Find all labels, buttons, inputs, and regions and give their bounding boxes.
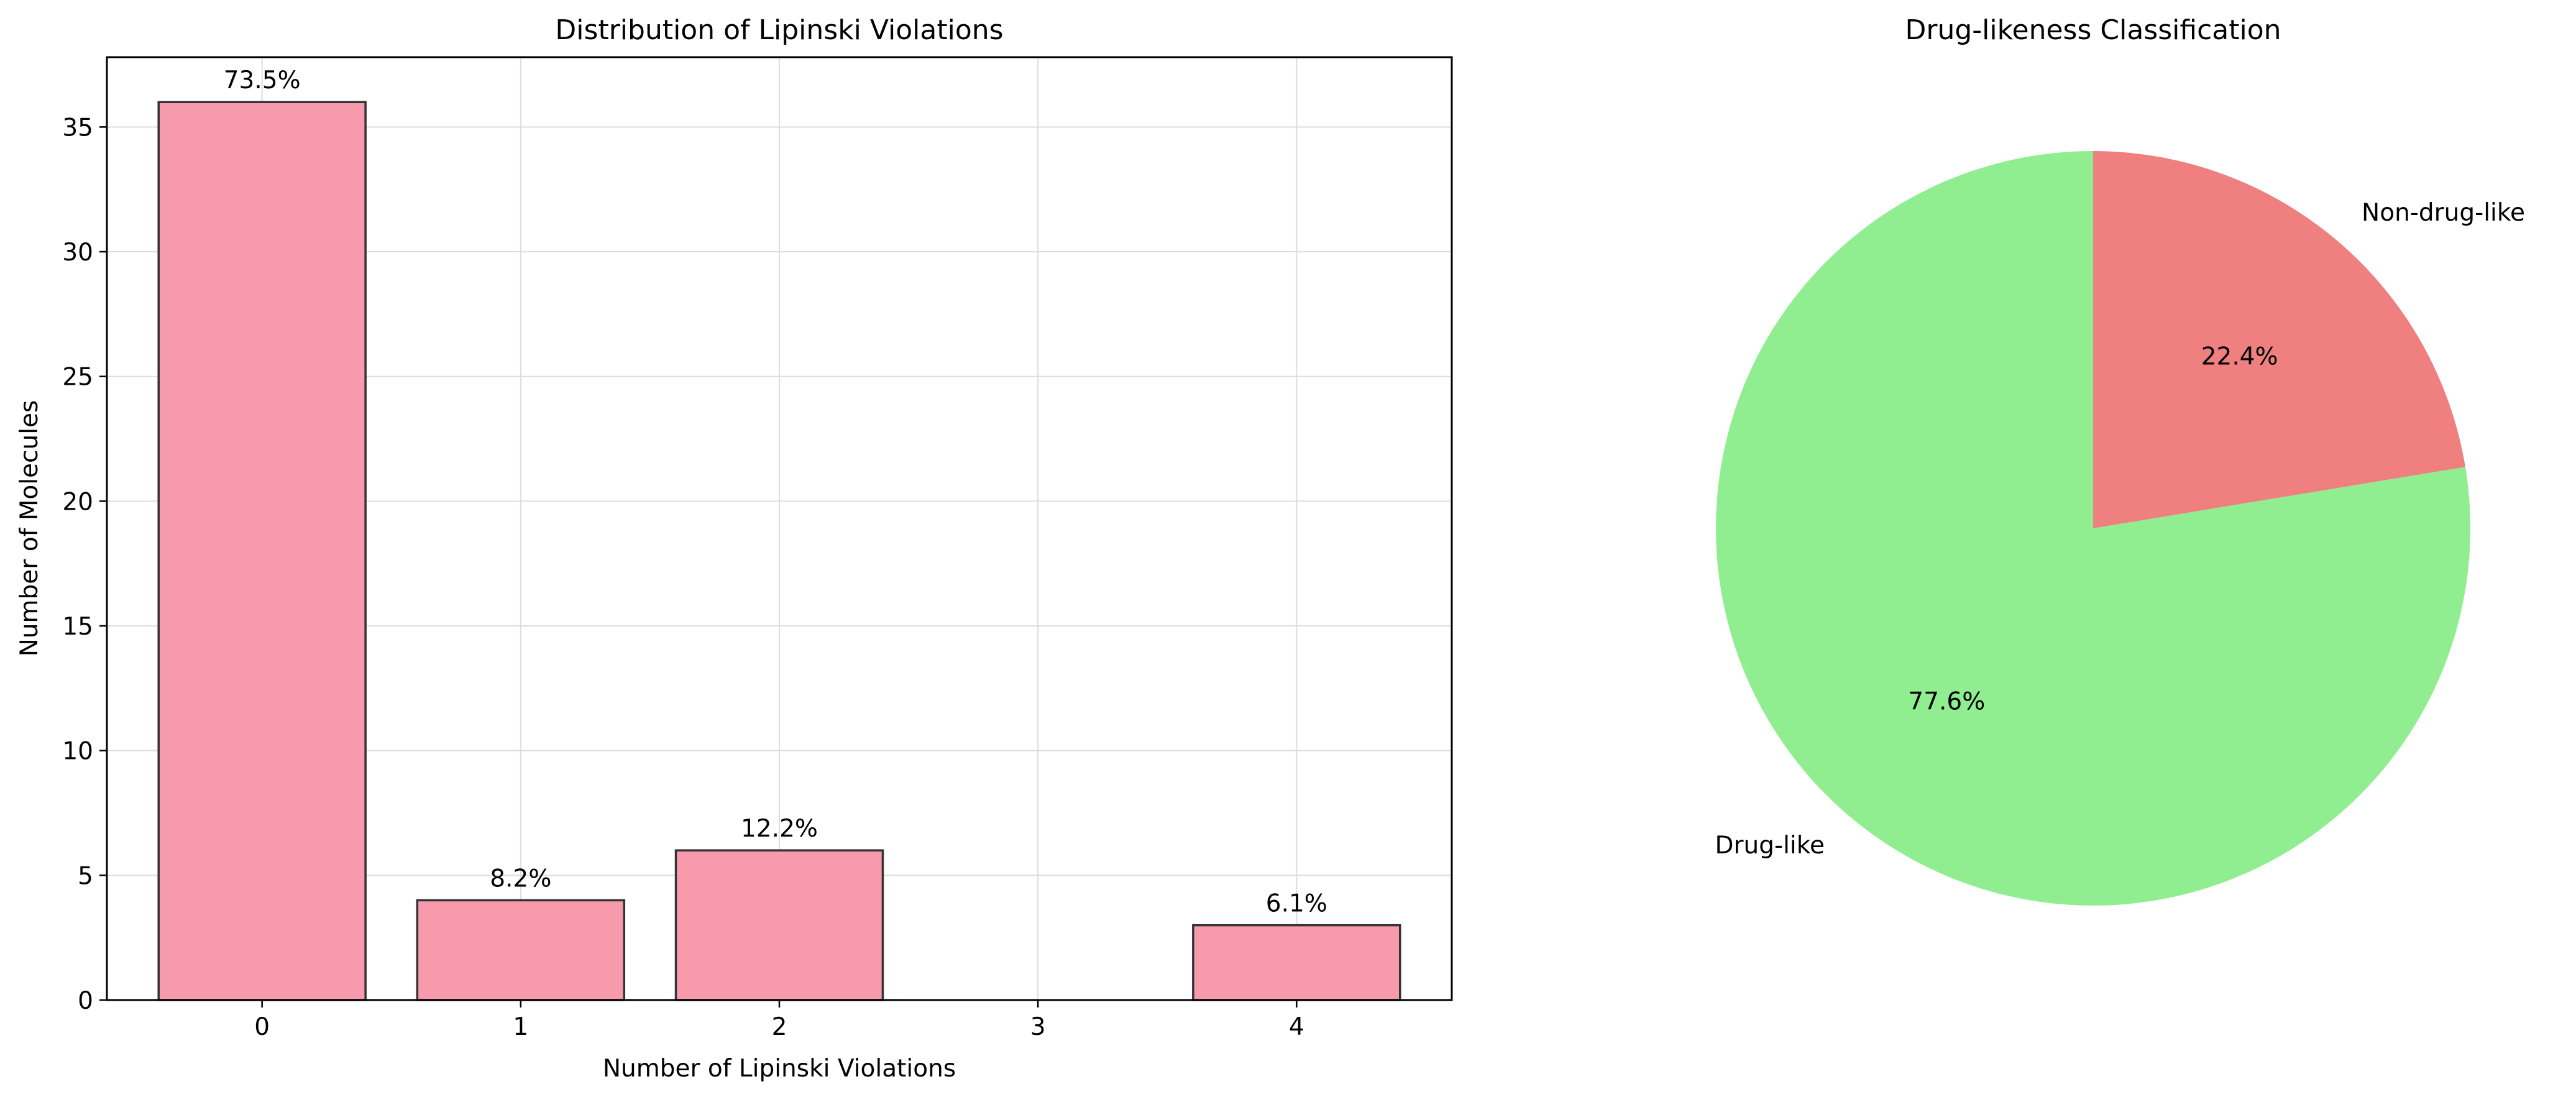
pie-slice-drug-like [1716, 151, 2471, 906]
bar-chart-bar [157, 101, 367, 1001]
pie-slice-non-drug-like [2093, 151, 2465, 528]
bar-chart-x-tick-label: 0 [254, 1013, 270, 1041]
bar-chart-bar [674, 849, 884, 1001]
bar-chart-y-tick-label: 35 [62, 114, 93, 142]
bar-chart-title: Distribution of Lipinski Violations [555, 14, 1003, 46]
bar-chart-bar [1192, 924, 1401, 1001]
pie-chart-labels: 77.6% Drug-like 22.4% Non-drug-like [1715, 199, 2525, 860]
bar-chart-y-tick-label: 30 [62, 239, 93, 267]
bar-chart-y-tick-label: 20 [62, 488, 93, 516]
bar-chart-bar-label: 12.2% [741, 815, 818, 843]
bar-chart-x-axis-label: Number of Lipinski Violations [603, 1055, 956, 1083]
bar-chart-x-tick-label: 4 [1289, 1013, 1304, 1041]
bar-chart-bars: 73.5% 8.2% 12.2% 6.1% [157, 67, 1401, 1001]
bar-chart-y-tick-label: 10 [62, 738, 93, 766]
pie-chart-title: Drug-likeness Classification [1905, 14, 2281, 46]
bar-chart: Distribution of Lipinski Violations 73.5… [16, 14, 1453, 1083]
pie-slice-percent: 22.4% [2201, 342, 2278, 370]
bar-chart-bar [416, 899, 626, 1001]
bar-chart-x-tick-label: 3 [1030, 1013, 1046, 1041]
pie-slice-label: Non-drug-like [2362, 199, 2525, 227]
bar-chart-x-ticks: 0 1 2 3 4 [254, 1000, 1304, 1041]
bar-chart-y-tick-label: 25 [62, 364, 93, 392]
pie-chart-slices [1716, 151, 2471, 906]
pie-chart: Drug-likeness Classification 77.6% Drug-l… [1715, 14, 2525, 906]
bar-chart-bar-label: 6.1% [1266, 890, 1327, 918]
bar-chart-y-tick-label: 15 [62, 613, 93, 641]
bar-chart-y-tick-label: 0 [78, 987, 93, 1015]
bar-chart-y-ticks: 0 5 10 15 20 25 30 35 [62, 114, 107, 1015]
bar-chart-y-tick-label: 5 [78, 862, 93, 890]
bar-chart-x-tick-label: 1 [513, 1013, 528, 1041]
bar-chart-bar-label: 73.5% [224, 67, 301, 94]
bar-chart-y-axis-label: Number of Molecules [16, 400, 44, 657]
pie-slice-percent: 77.6% [1908, 688, 1985, 716]
bar-chart-bar-label: 8.2% [490, 865, 551, 893]
pie-slice-label: Drug-like [1715, 832, 1824, 860]
bar-chart-x-tick-label: 2 [772, 1013, 787, 1041]
